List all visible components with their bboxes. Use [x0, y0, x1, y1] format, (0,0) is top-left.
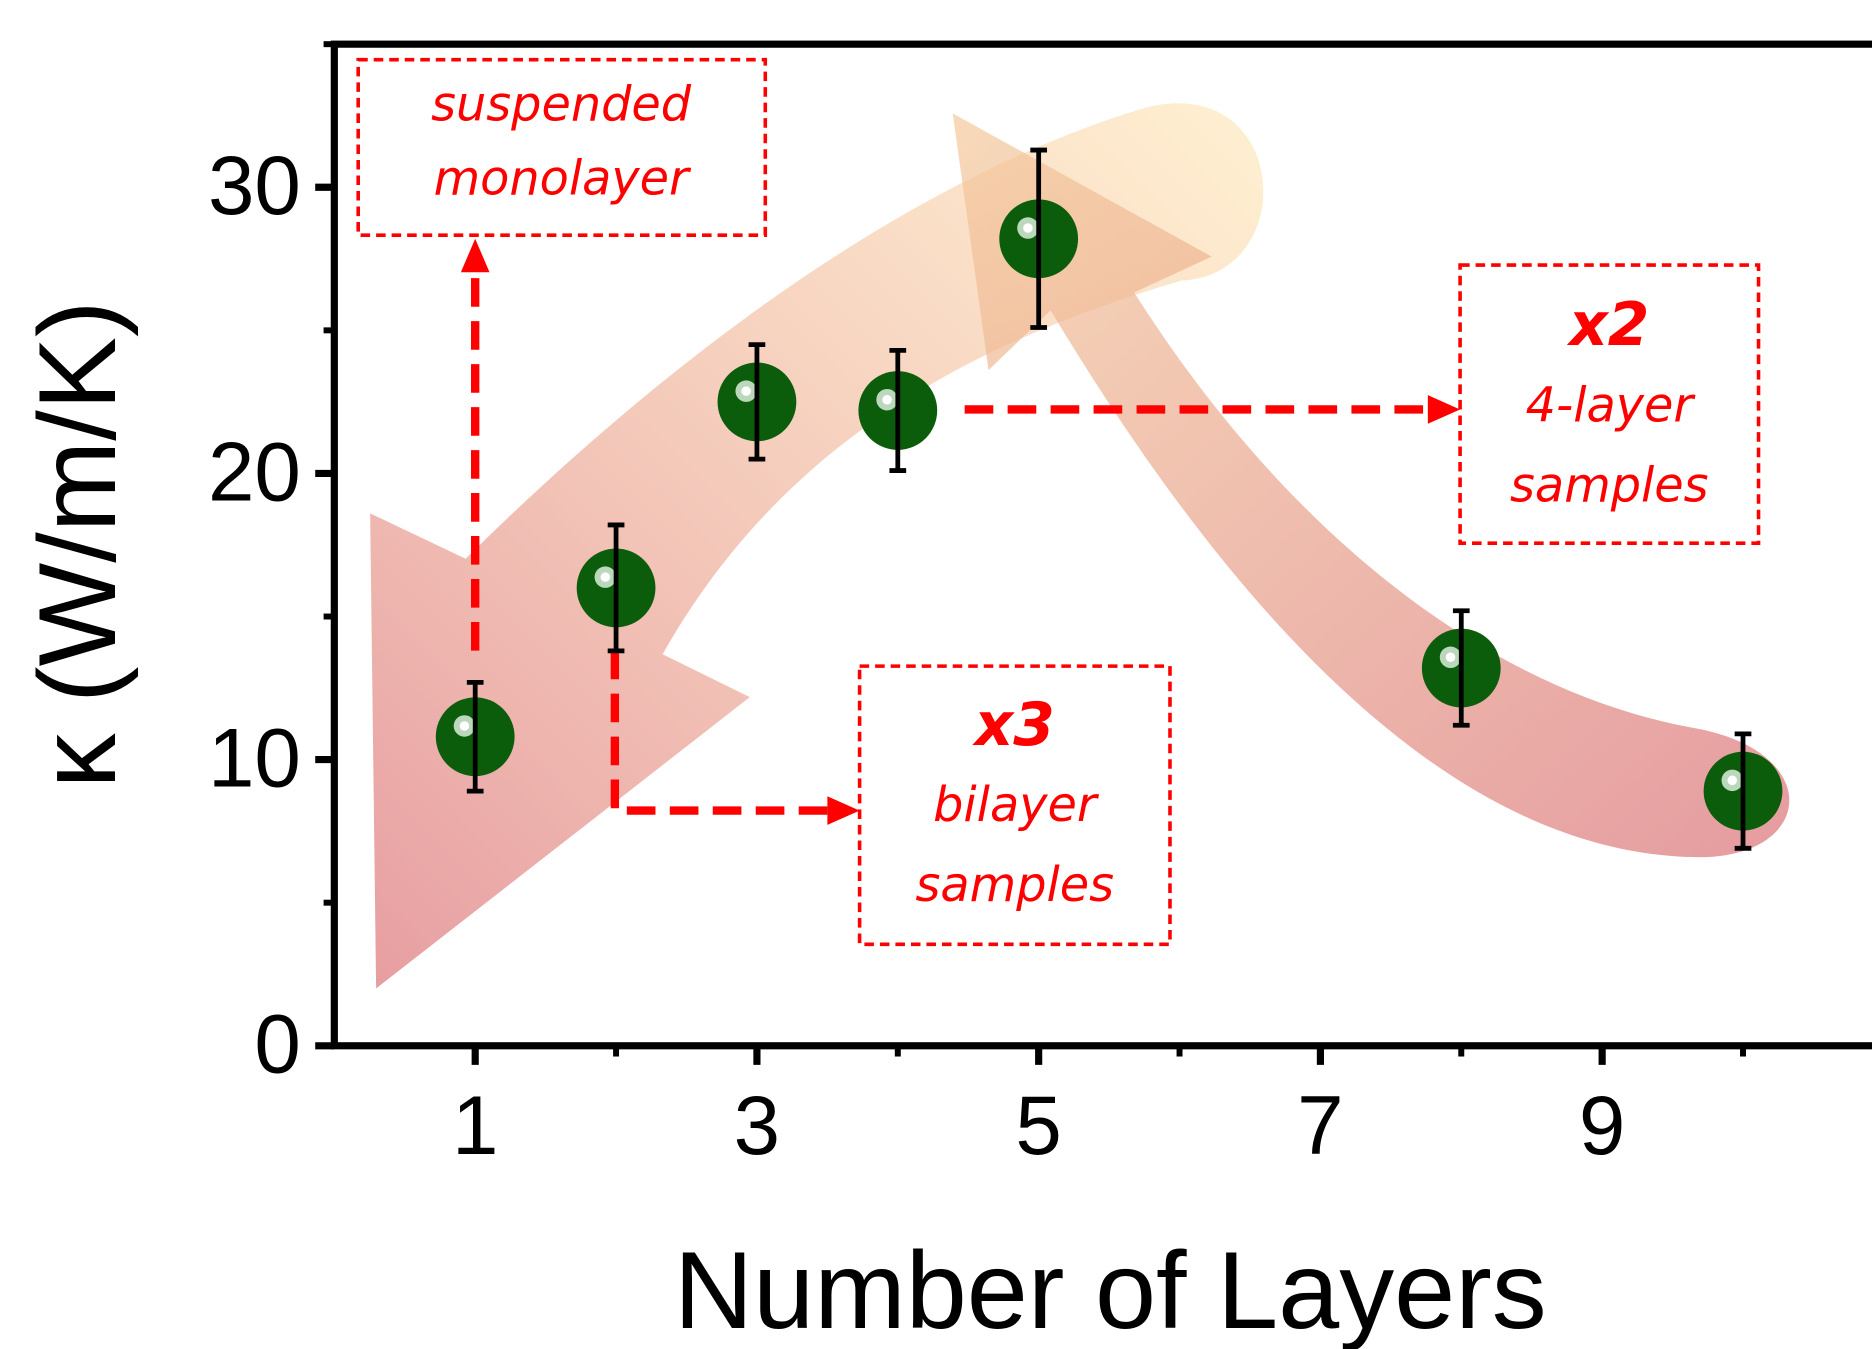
x-axis-label: Number of Layers [674, 1230, 1547, 1349]
x-tick-label: 9 [1579, 1078, 1625, 1172]
marker-highlight [1727, 776, 1737, 786]
marker-highlight [460, 721, 470, 731]
marker-highlight [601, 572, 611, 582]
arrow-head [827, 796, 859, 825]
annotation-text: suspended [431, 77, 692, 132]
marker-highlight [882, 395, 892, 405]
arrow-head [461, 239, 490, 272]
annotation-text: x2 [1566, 291, 1649, 360]
chart: Number of Layers κ (W/m/K) 0 10 20 30 1 3 5 7 9 s… [0, 0, 1872, 1349]
annotation-text: 4-layer [1526, 378, 1697, 433]
x-tick-label: 5 [1015, 1078, 1061, 1172]
annotation-text: samples [916, 858, 1114, 913]
annotation-text: bilayer [933, 778, 1100, 833]
marker-highlight [1023, 223, 1033, 233]
y-tick-label: 30 [208, 138, 301, 232]
annotation-text: x3 [972, 691, 1055, 760]
annotation-text: samples [1510, 458, 1708, 513]
marker-highlight [741, 386, 751, 396]
y-tick-label: 0 [254, 997, 300, 1091]
y-tick-label: 20 [208, 424, 301, 518]
y-tick-label: 10 [208, 710, 301, 804]
arrow-head [1428, 395, 1460, 424]
page: Number of Layers κ (W/m/K) 0 10 20 30 1 3 5 7 9 s… [0, 0, 1872, 1349]
x-tick-label: 3 [734, 1078, 780, 1172]
x-tick-label: 7 [1297, 1078, 1343, 1172]
x-tick-label: 1 [452, 1078, 498, 1172]
annotation-text: monolayer [434, 151, 692, 206]
marker-highlight [1446, 653, 1456, 663]
y-axis-label: κ (W/m/K) [17, 300, 139, 788]
